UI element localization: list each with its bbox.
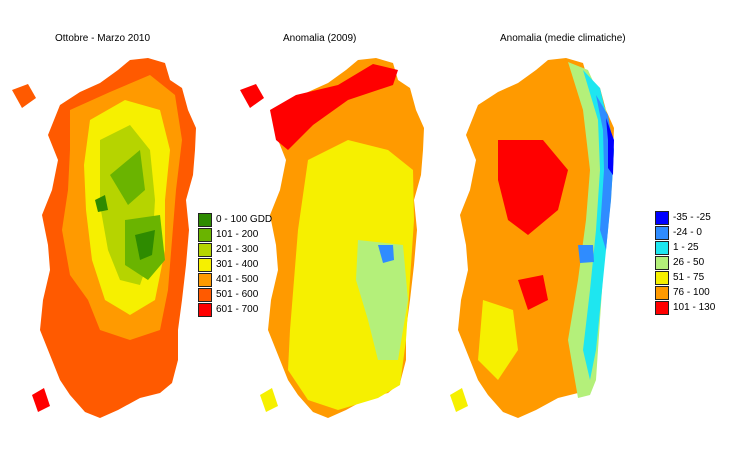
legend-label: 101 - 200 [216, 228, 259, 240]
map-anomaly-2009 [240, 58, 424, 418]
legend-label: 1 - 25 [673, 241, 699, 253]
legend-label: 501 - 600 [216, 288, 259, 300]
map-anomaly-climate [450, 58, 614, 418]
legend-swatch [198, 212, 212, 227]
legend-swatch [655, 255, 669, 270]
legend-label: 76 - 100 [673, 286, 710, 298]
legend-swatch [198, 257, 212, 272]
legend-item: 26 - 50 [655, 255, 715, 270]
legend-label: 401 - 500 [216, 273, 259, 285]
legend-swatch [198, 302, 212, 317]
legend-item: 101 - 200 [198, 227, 272, 242]
legend-label: -35 - -25 [673, 211, 711, 223]
legend-label: 101 - 130 [673, 301, 716, 313]
legend-label: 51 - 75 [673, 271, 705, 283]
legend-label: 601 - 700 [216, 303, 259, 315]
legend-item: 301 - 400 [198, 257, 272, 272]
map-gdd [12, 58, 196, 418]
legend-swatch [198, 227, 212, 242]
legend-item: 501 - 600 [198, 287, 272, 302]
legend-item: -24 - 0 [655, 225, 715, 240]
legend-swatch [655, 300, 669, 315]
legend-item: 201 - 300 [198, 242, 272, 257]
legend-item: 1 - 25 [655, 240, 715, 255]
legend-swatch [198, 242, 212, 257]
map-title-anomaly-climate: Anomalia (medie climatiche) [500, 33, 626, 44]
legend-item: 0 - 100 GDD [198, 212, 272, 227]
legend-swatch [198, 287, 212, 302]
legend-label: -24 - 0 [673, 226, 702, 238]
legend-item: 101 - 130 [655, 300, 715, 315]
legend-label: 301 - 400 [216, 258, 259, 270]
legend-item: -35 - -25 [655, 210, 715, 225]
legend-label: 0 - 100 GDD [216, 213, 273, 225]
legend-swatch [655, 240, 669, 255]
legend-item: 401 - 500 [198, 272, 272, 287]
legend-item: 76 - 100 [655, 285, 715, 300]
legend-swatch [655, 225, 669, 240]
legend-swatch [655, 285, 669, 300]
legend-label: 26 - 50 [673, 256, 705, 268]
legend-swatch [655, 270, 669, 285]
legend-gdd: 0 - 100 GDD 101 - 200 201 - 300 301 - 40… [198, 212, 272, 317]
legend-item: 51 - 75 [655, 270, 715, 285]
legend-anomaly-climate: -35 - -25 -24 - 0 1 - 25 26 - 50 51 - 75… [655, 210, 715, 315]
legend-item: 601 - 700 [198, 302, 272, 317]
legend-swatch [198, 272, 212, 287]
map-title-anomaly-2009: Anomalia (2009) [283, 33, 357, 44]
legend-label: 201 - 300 [216, 243, 259, 255]
legend-swatch [655, 210, 669, 225]
map-title-gdd: Ottobre - Marzo 2010 [55, 33, 151, 44]
